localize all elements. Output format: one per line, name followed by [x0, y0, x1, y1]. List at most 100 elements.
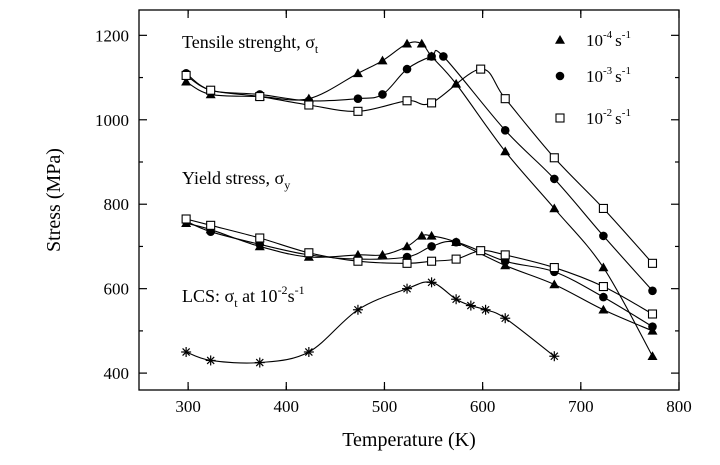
x-tick-label-700: 700 [568, 397, 594, 416]
point-tensile-triangle-7 [416, 38, 427, 48]
point-lcs-asterisk-5 [402, 283, 413, 294]
point-tensile-triangle-11 [549, 203, 560, 213]
y-tick-label-1200: 1200 [95, 26, 129, 45]
point-lcs-asterisk-11 [549, 351, 560, 362]
point-yield-square-open-3 [304, 248, 314, 258]
point-lcs-asterisk-4 [352, 304, 363, 315]
axis-ticks [139, 10, 680, 390]
y-tick-label-400: 400 [104, 364, 130, 383]
series-line-tensile-triangle [185, 41, 653, 357]
x-tick-label-600: 600 [470, 397, 496, 416]
legend-circle-icon [555, 71, 565, 81]
tensile-annotation: Tensile strenght, σt [182, 32, 319, 56]
point-lcs-asterisk-8 [465, 300, 476, 311]
y-tick-label-800: 800 [104, 195, 130, 214]
legend-label-1e-3: 10-3 s-1 [586, 65, 631, 86]
y-tick-label-1000: 1000 [95, 111, 129, 130]
legend-triangle-icon [555, 35, 565, 44]
legend-label-1e-2: 10-2 s-1 [586, 107, 631, 128]
series-line-yield-triangle [185, 222, 653, 332]
y-tick-label-600: 600 [104, 280, 130, 299]
legend: 10-4 s-1 10-3 s-1 10-2 s-1 [555, 29, 631, 128]
point-tensile-triangle-12 [598, 262, 609, 272]
point-lcs-asterisk-2 [254, 357, 265, 368]
legend-marker-triangle [555, 35, 565, 44]
lcs-annotation: LCS: σt at 10-2s-1 [182, 283, 305, 310]
legend-marker-circle [555, 71, 565, 81]
point-tensile-square-open-11 [647, 258, 658, 268]
point-tensile-square-open-9 [549, 153, 559, 163]
x-tick-label-500: 500 [372, 397, 398, 416]
point-lcs-asterisk-7 [451, 294, 462, 305]
point-yield-square-open-1 [206, 220, 216, 230]
point-lcs-asterisk-3 [303, 347, 314, 357]
point-tensile-circle-12 [648, 286, 657, 296]
point-lcs-asterisk-0 [181, 347, 192, 357]
point-tensile-circle-7 [427, 52, 436, 61]
point-tensile-square-open-7 [476, 64, 486, 74]
point-tensile-circle-11 [599, 231, 608, 241]
point-lcs-asterisk-6 [426, 277, 437, 288]
point-tensile-square-open-4 [353, 106, 363, 116]
point-yield-square-open-9 [500, 250, 510, 260]
point-yield-square-open-2 [255, 233, 265, 243]
point-yield-square-open-10 [549, 263, 559, 273]
point-tensile-triangle-5 [377, 55, 388, 65]
point-yield-circle-6 [427, 242, 436, 251]
point-yield-square-open-12 [647, 309, 658, 319]
point-yield-triangle-6 [402, 241, 413, 251]
legend-label-1e-4: 10-4 s-1 [586, 29, 631, 50]
point-tensile-square-open-2 [255, 92, 265, 102]
plot-frame [138, 9, 680, 391]
point-tensile-circle-10 [550, 174, 559, 184]
point-tensile-circle-4 [353, 94, 363, 103]
point-lcs-asterisk-10 [500, 313, 511, 324]
axis-tick-labels: 300 400 500 600 700 800 400 600 800 1000 1200 [95, 26, 692, 416]
point-tensile-circle-8 [439, 52, 448, 61]
point-yield-circle-11 [648, 322, 657, 331]
point-tensile-circle-5 [378, 90, 387, 99]
point-yield-triangle-11 [549, 279, 560, 289]
point-tensile-triangle-9 [451, 78, 462, 88]
point-tensile-triangle-0 [181, 76, 192, 86]
x-tick-label-400: 400 [274, 397, 300, 416]
point-tensile-triangle-6 [402, 38, 413, 48]
x-axis-label: Temperature (K) [342, 429, 476, 451]
point-tensile-square-open-10 [598, 203, 608, 213]
point-yield-square-open-0 [181, 214, 191, 224]
point-tensile-square-open-8 [500, 94, 510, 104]
point-yield-square-open-4 [353, 256, 363, 266]
point-tensile-square-open-3 [304, 100, 314, 110]
point-yield-square-open-5 [402, 258, 412, 268]
point-yield-circle-10 [599, 292, 608, 302]
y-axis-label: Stress (MPa) [43, 148, 65, 252]
point-tensile-triangle-13 [647, 351, 658, 360]
point-tensile-circle-9 [500, 126, 510, 135]
point-yield-triangle-7 [416, 230, 427, 240]
point-lcs-asterisk-1 [205, 355, 216, 366]
point-yield-square-open-6 [427, 256, 437, 266]
point-yield-square-open-11 [598, 282, 608, 292]
point-yield-triangle-8 [426, 230, 437, 240]
point-yield-triangle-12 [598, 304, 609, 314]
legend-marker-square [555, 113, 565, 123]
point-yield-square-open-8 [476, 246, 486, 256]
series-markers [181, 38, 658, 368]
x-tick-label-300: 300 [175, 397, 201, 416]
point-tensile-square-open-5 [402, 96, 412, 106]
point-tensile-triangle-4 [352, 68, 363, 78]
point-tensile-circle-6 [402, 64, 412, 74]
legend-square-icon [555, 113, 565, 123]
series-line-yield-circle [185, 220, 653, 328]
point-yield-triangle-5 [377, 249, 388, 259]
yield-annotation: Yield stress, σy [182, 168, 290, 192]
point-lcs-asterisk-9 [480, 304, 491, 315]
point-tensile-square-open-0 [181, 70, 191, 80]
point-tensile-triangle-10 [500, 146, 511, 156]
series-curves [185, 41, 653, 364]
point-yield-square-open-7 [451, 254, 461, 264]
point-yield-circle-7 [451, 237, 461, 247]
point-tensile-square-open-1 [206, 85, 216, 95]
x-tick-label-800: 800 [666, 397, 692, 416]
